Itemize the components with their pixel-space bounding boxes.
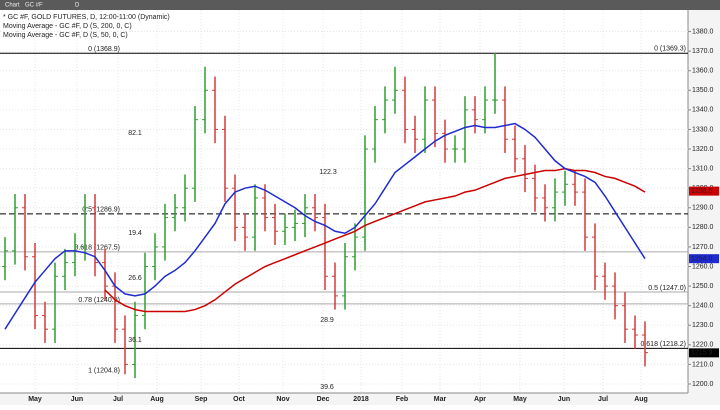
price-tag-label: 1264.0 [691, 256, 713, 263]
moving-average [104, 167, 646, 313]
legend-entry: Moving Average - GC #F, D (S, 50, 0, C) [3, 32, 128, 39]
y-tick-label: 1200.0 [692, 381, 714, 388]
y-tick-label: 1290.0 [692, 205, 714, 212]
x-tick-label: Dec [317, 396, 330, 403]
x-tick-label: 2018 [353, 396, 369, 403]
x-tick-label: Oct [233, 396, 245, 403]
price-tag [689, 186, 719, 196]
x-tick-label: Aug [634, 396, 648, 403]
y-tick-label: 1250.0 [692, 283, 714, 290]
annotation: 122.3 [319, 169, 337, 176]
x-tick-label: Jun [558, 396, 570, 403]
legend-entry: * GC #F, GOLD FUTURES, D, 12:00-11:00 (D… [3, 14, 170, 21]
y-tick-label: 1240.0 [692, 303, 714, 310]
price-tag-label: 1215.9 [691, 350, 713, 357]
x-tick-label: May [28, 396, 42, 403]
time-axis [0, 393, 688, 405]
annotation: 82.1 [128, 130, 142, 137]
x-tick-label: Apr [474, 396, 486, 403]
fib-label: 0.78 (1240.9) [78, 297, 120, 304]
y-tick-label: 1310.0 [692, 165, 714, 172]
price-tag-label: 1298.5 [691, 188, 713, 195]
x-tick-label: Feb [396, 396, 408, 403]
annotation: 28.9 [320, 317, 334, 324]
y-tick-label: 1350.0 [692, 87, 714, 94]
toolbar-text: D [75, 3, 80, 9]
y-tick-label: 1380.0 [692, 28, 714, 35]
y-tick-label: 1210.0 [692, 361, 714, 368]
fib-label: 0.5 (1286.9) [82, 207, 120, 214]
y-tick-label: 1320.0 [692, 146, 714, 153]
y-tick-label: 1280.0 [692, 224, 714, 231]
legend-entry: Moving Average - GC #F, D (S, 200, 0, C) [3, 23, 132, 30]
fib-label: 1 (1204.8) [88, 367, 120, 374]
toolbar-text: Chart [5, 3, 20, 9]
y-tick-label: 1260.0 [692, 263, 714, 270]
fib-label: 0 (1368.9) [88, 46, 120, 53]
y-tick-label: 1270.0 [692, 244, 714, 251]
x-tick-label: Aug [150, 396, 164, 403]
price-tag [689, 254, 719, 264]
y-tick-label: 1360.0 [692, 68, 714, 75]
fib-label: 0.618 (1218.2) [640, 341, 686, 348]
x-tick-label: Jun [71, 396, 83, 403]
x-tick-label: Nov [276, 396, 289, 403]
annotation: 26.6 [128, 275, 142, 282]
y-tick-label: 1330.0 [692, 126, 714, 133]
x-tick-label: May [513, 396, 527, 403]
toolbar-text: GC #F [25, 3, 43, 9]
y-tick-label: 1370.0 [692, 48, 714, 55]
annotation: 39.6 [320, 384, 334, 391]
x-tick-label: Sep [195, 396, 208, 403]
y-tick-label: 1230.0 [692, 322, 714, 329]
fib-label: 0.5 (1247.0) [648, 285, 686, 292]
y-tick-label: 1220.0 [692, 342, 714, 349]
price-tag [689, 348, 719, 358]
x-tick-label: Mar [434, 396, 447, 403]
fib-label: 0 (1369.3) [654, 45, 686, 52]
annotation: 36.1 [128, 337, 142, 344]
x-tick-label: Jul [598, 396, 608, 403]
x-tick-label: Jul [113, 396, 123, 403]
y-tick-label: 1340.0 [692, 107, 714, 114]
toolbar [0, 0, 720, 10]
moving-average [4, 122, 646, 330]
price-axis [688, 10, 720, 405]
fib-label: 0.618 (1267.5) [74, 245, 120, 252]
annotation: 19.4 [128, 230, 142, 237]
